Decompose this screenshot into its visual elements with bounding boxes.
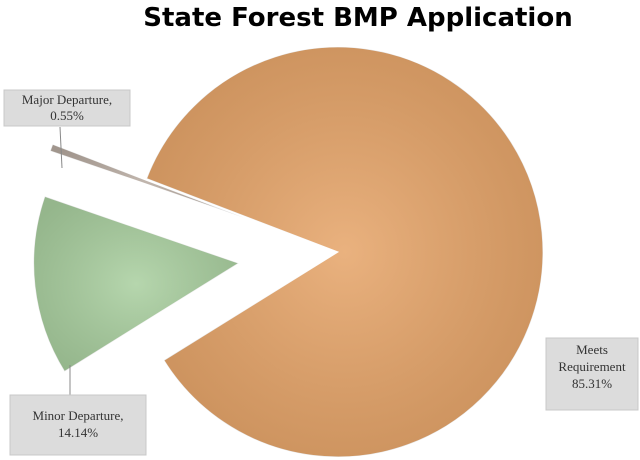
slice-shade bbox=[146, 47, 543, 457]
data-label: 14.14% bbox=[58, 425, 98, 440]
data-label: 85.31% bbox=[572, 376, 612, 391]
label-word: Meets bbox=[576, 342, 608, 357]
label-box bbox=[3, 89, 131, 127]
data-label: Major Departure, bbox=[22, 92, 112, 107]
category-label: Meets Requirement bbox=[558, 342, 626, 374]
label-box bbox=[9, 394, 147, 456]
pie bbox=[33, 46, 544, 458]
label-box bbox=[545, 337, 639, 411]
data-label: 0.55% bbox=[50, 108, 84, 123]
data-label: Minor Departure, bbox=[33, 408, 124, 423]
label-word: Requirement bbox=[558, 359, 626, 374]
leader-line bbox=[59, 126, 63, 169]
slice-shade bbox=[50, 144, 245, 218]
chart-title: State Forest BMP Application bbox=[143, 3, 572, 33]
category-label: Major Departure, bbox=[22, 92, 112, 107]
slice-shade bbox=[33, 196, 239, 372]
